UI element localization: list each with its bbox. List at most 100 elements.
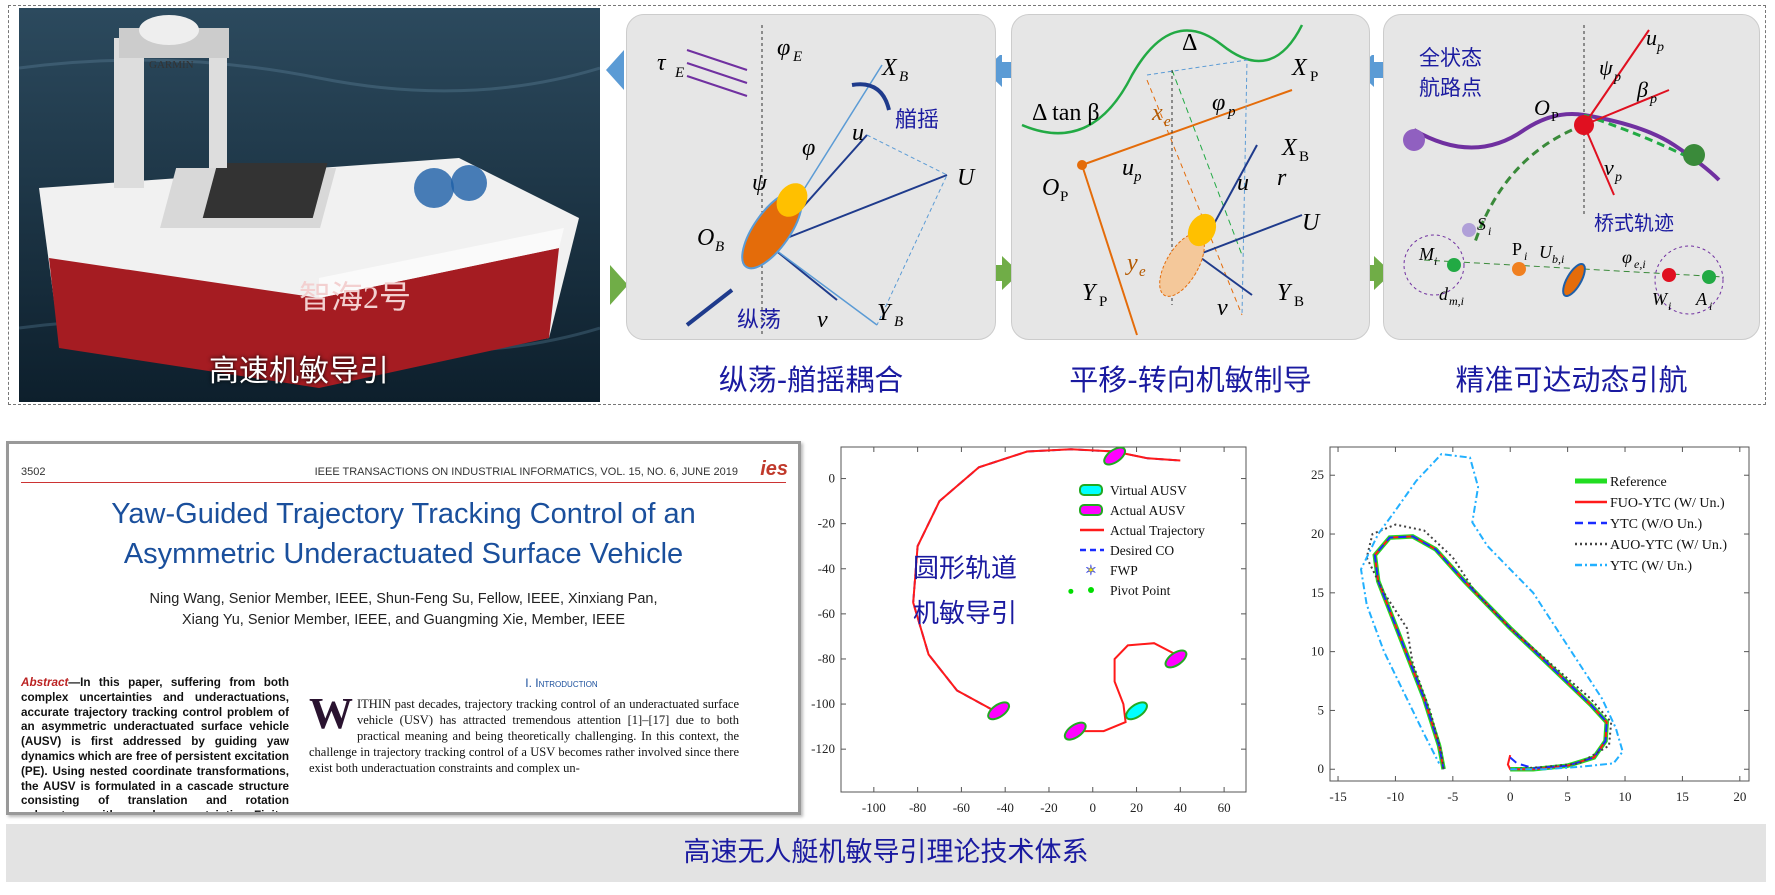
qr-code-deck	[202, 163, 328, 218]
y-tick-label: 15	[1311, 585, 1324, 600]
svg-text:φ: φ	[1212, 90, 1225, 116]
top-section-border	[8, 5, 1766, 405]
x-tick-label: -80	[909, 800, 926, 815]
path-curve	[1021, 24, 1304, 135]
plot-area	[840, 446, 1247, 793]
y-tick-label: 0	[1318, 761, 1325, 776]
x-tick-label: -10	[1387, 789, 1404, 804]
svg-text:b,i: b,i	[1552, 252, 1564, 266]
svg-text:U: U	[1302, 210, 1321, 236]
y-tick-label: 20	[1311, 526, 1324, 541]
svg-text:i: i	[1668, 299, 1671, 313]
x-tick-label: -5	[1447, 789, 1458, 804]
svg-text:φ: φ	[777, 35, 790, 61]
svg-text:P: P	[1310, 69, 1318, 85]
journal-info: IEEE TRANSACTIONS ON INDUSTRIAL INFORMAT…	[314, 466, 738, 478]
x-tick-label: -60	[953, 800, 970, 815]
overlay-text: 圆形轨道	[913, 554, 1017, 583]
x-tick-label: -20	[1040, 800, 1057, 815]
legend-label: Desired CO	[1110, 543, 1174, 558]
y-tick-label: 10	[1311, 644, 1324, 659]
x-tick-label: 0	[1507, 789, 1514, 804]
legend-label: Reference	[1610, 475, 1667, 490]
intro-text: W ITHIN past decades, trajectory tracking…	[309, 689, 739, 776]
svg-text:x: x	[1151, 100, 1163, 126]
svg-text:m,i: m,i	[1449, 294, 1464, 308]
x-tick-label: 40	[1174, 800, 1187, 815]
series-line-ytc-w-o-un-	[1373, 535, 1608, 770]
intro-heading: I. Introduction	[525, 676, 598, 690]
yp-axis	[1081, 164, 1138, 336]
svg-text:ψ: ψ	[752, 170, 768, 196]
svg-text:P: P	[1551, 110, 1559, 125]
next-waypoint	[1683, 144, 1705, 166]
paper-excerpt: 3502 IEEE TRANSACTIONS ON INDUSTRIAL INF…	[6, 441, 801, 815]
svg-text:u: u	[1646, 25, 1657, 50]
legend-label: YTC (W/ Un.)	[1610, 559, 1692, 574]
panel-caption-translation-steering: 平移-转向机敏制导	[1069, 363, 1312, 397]
current-waypoint	[1574, 115, 1594, 135]
svg-text:B: B	[1299, 149, 1309, 165]
svg-text:B: B	[1294, 294, 1304, 310]
svg-text:τ: τ	[657, 50, 667, 76]
y-tick-label: -20	[818, 516, 835, 531]
svg-text:艏摇: 艏摇	[895, 107, 939, 132]
y-tick-label: 5	[1318, 702, 1325, 717]
legend-label: Virtual AUSV	[1110, 483, 1187, 498]
svg-text:桥式轨迹: 桥式轨迹	[1594, 212, 1674, 235]
ies-logo: ies	[760, 458, 788, 480]
svg-text:P: P	[1099, 294, 1107, 310]
legend-swatch	[1079, 504, 1103, 516]
svg-text:O: O	[697, 225, 714, 251]
photo-caption: 高速机敏导引	[209, 354, 389, 389]
page-number: 3502	[21, 466, 46, 478]
svg-text:全状态: 全状态	[1419, 46, 1482, 70]
svg-text:A: A	[1695, 289, 1708, 309]
svg-text:U: U	[957, 165, 976, 191]
title-line-2: Asymmetric Underactuated Surface Vehicle	[123, 538, 684, 570]
hull-red	[49, 248, 559, 388]
actual-ausv-marker	[1063, 721, 1087, 741]
legend-label: AUO-YTC (W/ Un.)	[1610, 538, 1727, 553]
x-tick-label: 60	[1218, 800, 1231, 815]
waypoint-path	[1412, 112, 1721, 182]
svg-text:O: O	[1042, 175, 1059, 201]
x-tick-label: 20	[1733, 789, 1746, 804]
arrow-right-icon	[610, 265, 628, 305]
svg-text:r: r	[1277, 165, 1287, 191]
hull-name: 智海2号	[299, 279, 411, 315]
legend-label: Pivot Point	[1110, 583, 1171, 598]
svg-text:e,i: e,i	[1634, 257, 1646, 271]
logo-text: GARMIN	[149, 59, 194, 71]
legend-label: Actual Trajectory	[1110, 523, 1205, 538]
svg-text:i: i	[1488, 224, 1491, 238]
svg-text:p: p	[1133, 169, 1142, 185]
actual-ausv-marker	[1103, 446, 1127, 466]
drop-cap: W	[309, 689, 353, 738]
svg-text:e: e	[1139, 264, 1146, 280]
paper-header: 3502 IEEE TRANSACTIONS ON INDUSTRIAL INF…	[21, 466, 786, 483]
svg-text:Y: Y	[1277, 280, 1293, 306]
x-tick-label: -100	[862, 800, 886, 815]
yaw-arrow	[851, 82, 891, 111]
tracking-comparison-chart: -15 -10 -5 0 5 10 15 20 0 5 10 15 20 25 Reference FUO-Y…	[1311, 446, 1750, 804]
svg-text:p: p	[1649, 92, 1657, 107]
paper-title: Yaw-Guided Trajectory Tracking Control o…	[9, 494, 798, 574]
plot-area	[1329, 446, 1750, 782]
y-tick-label: -80	[818, 651, 835, 666]
svg-text:B: B	[715, 239, 724, 255]
svg-text:E: E	[674, 65, 684, 81]
y-tick-label: -120	[811, 741, 835, 756]
start-waypoint	[1403, 129, 1425, 151]
svg-text:i: i	[1434, 254, 1437, 268]
title-line-1: Yaw-Guided Trajectory Tracking Control o…	[111, 498, 696, 530]
x-tick-label: -40	[997, 800, 1014, 815]
panel-caption-surge-yaw: 纵荡-艏摇耦合	[718, 363, 904, 397]
svg-text:Δ tan β: Δ tan β	[1032, 100, 1100, 126]
usv-illustration: GARMIN 智海2号	[19, 8, 600, 402]
x-tick-label: 20	[1130, 800, 1143, 815]
y-tick-label: -60	[818, 606, 835, 621]
